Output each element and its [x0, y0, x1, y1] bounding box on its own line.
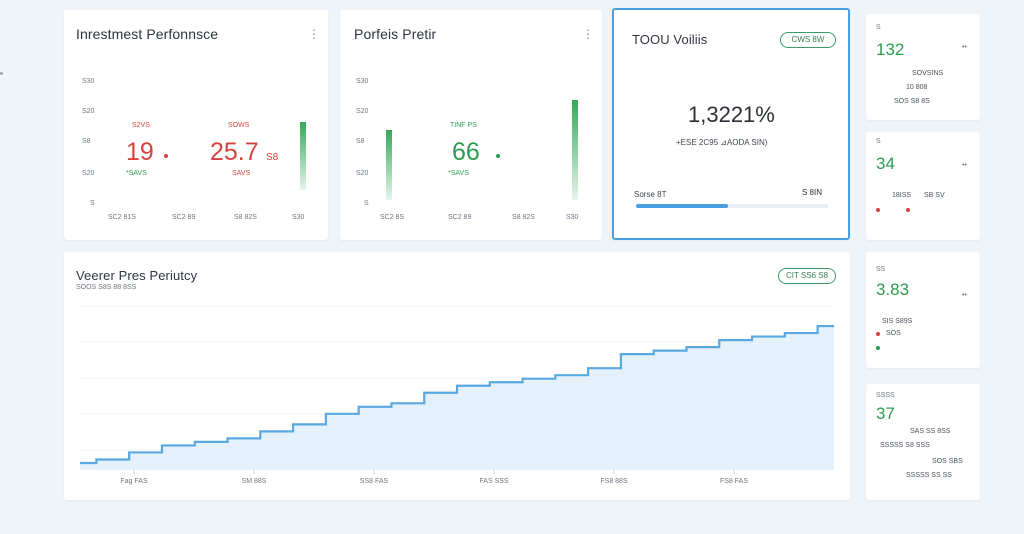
status-dot-icon [496, 154, 500, 158]
progress-label: Sorse 8T [634, 190, 667, 199]
side-tag: SS [876, 266, 886, 273]
total-value-card: TOOU Voiliis CWS 8W 1,3221% +ESE 2C95 ⊿A… [612, 8, 850, 240]
side-sub: SOS SBS [932, 458, 963, 465]
volume-bar [386, 130, 392, 200]
area-chart: Fag FAS SM 88S SS8 FAS FAS SSS FS8 88S FS8 FA… [80, 305, 834, 485]
side-sub: 10 808 [906, 84, 928, 91]
metric-suffix: S8 [266, 152, 279, 163]
status-dot-icon [876, 346, 880, 350]
side-value: 3.83 [876, 280, 910, 299]
x-tick: SC2 89 [448, 214, 472, 221]
side-sub: SB SV [924, 192, 945, 199]
card-title: TOOU Voiliis [632, 32, 708, 47]
metric-label: SOWS [228, 122, 250, 129]
more-menu-icon[interactable]: ⋮ [308, 27, 320, 41]
metric-value: 25.7 [210, 138, 259, 166]
more-menu-icon[interactable]: ⋮ [582, 27, 594, 41]
metric-value: 19 [126, 138, 154, 166]
card-title: Porfeis Pretir [354, 26, 437, 42]
y-tick: S8 [356, 138, 365, 145]
metric-sub: *SAVS [126, 170, 147, 177]
side-card: S 132 •• SOVSINS 10 808 SOS S8 8S [866, 14, 980, 120]
x-tick: S8 82S [234, 214, 257, 221]
side-icon: •• [962, 162, 967, 169]
metric-label: S2VS [132, 122, 150, 129]
card-title: Inrestmest Perfonnsce [76, 26, 219, 42]
portfolio-chart-card: Veerer Pres Periutcy SOOS S8S 88 8SS CIT… [64, 252, 850, 500]
chart-title: Veerer Pres Periutcy [76, 268, 198, 283]
edge-marker [0, 72, 3, 75]
volume-bar [300, 122, 306, 190]
x-tick-label: FS8 88S [600, 478, 628, 485]
x-tick: SC2 81S [108, 214, 137, 221]
range-toggle-button[interactable]: CIT SS6 S8 [778, 268, 836, 284]
y-tick: S8 [82, 138, 91, 145]
side-value: 34 [876, 154, 895, 173]
investment-performance-card: Inrestmest Perfonnsce ⋮ S30 S20 S8 S20 S… [64, 10, 328, 240]
side-value: 37 [876, 404, 895, 423]
y-tick: S30 [356, 78, 369, 85]
metric-value: 66 [452, 138, 480, 166]
status-dot-icon [876, 332, 880, 336]
side-sub: SIS S89S [882, 318, 913, 325]
x-tick-label: FS8 FAS [720, 478, 748, 485]
x-tick-label: SM 88S [242, 478, 267, 485]
side-sub: SOVSINS [912, 70, 944, 77]
side-sub: SOS S8 8S [894, 98, 930, 105]
y-tick: S20 [82, 170, 95, 177]
metric-sub: SAVS [232, 170, 251, 177]
y-tick: S [90, 200, 95, 207]
x-tick-label: Fag FAS [120, 478, 148, 485]
side-value: 132 [876, 40, 905, 59]
x-tick-label: SS8 FAS [360, 478, 389, 485]
status-dot-icon [164, 154, 168, 158]
status-dot-icon [876, 208, 880, 212]
x-tick: S30 [292, 214, 305, 221]
x-tick-label: FAS SSS [479, 478, 509, 485]
y-tick: S [364, 200, 369, 207]
side-sub: SOS [886, 330, 901, 337]
progress-fill [636, 204, 729, 208]
area-line [80, 324, 834, 465]
volume-bar [572, 100, 578, 200]
x-tick: SC2 8S [380, 214, 405, 221]
total-sub: +ESE 2C95 ⊿AODA SIN) [676, 138, 768, 147]
side-card: S 34 •• 18ISS SB SV [866, 132, 980, 240]
x-tick: S8 82S [512, 214, 535, 221]
area-fill [80, 326, 834, 470]
portfolio-card: Porfeis Pretir ⋮ S30 S20 S8 S20 S TINF P… [340, 10, 602, 240]
side-tag: SSSS [876, 392, 895, 399]
status-dot-icon [906, 208, 910, 212]
side-icon: •• [962, 292, 967, 299]
side-sub: 18ISS [892, 192, 912, 199]
side-sub: SSSSS SS SS [906, 472, 952, 479]
progress-track [636, 204, 828, 208]
side-card: SSSS 37 SAS SS 8SS SSSSS S8 SSS SOS SBS … [866, 384, 980, 500]
side-icon: •• [962, 44, 967, 51]
total-value: 1,3221% [688, 102, 775, 127]
chart-subtitle: SOOS S8S 88 8SS [76, 284, 137, 291]
y-tick: S20 [82, 108, 95, 115]
side-card: SS 3.83 •• SIS S89S SOS [866, 252, 980, 368]
y-tick: S20 [356, 108, 369, 115]
y-tick: S20 [356, 170, 369, 177]
progress-value: S 8IN [802, 188, 823, 197]
metric-sub: *SAVS [448, 170, 469, 177]
side-sub: SAS SS 8SS [910, 428, 951, 435]
side-tag: S [876, 24, 881, 31]
x-tick: S30 [566, 214, 579, 221]
side-tag: S [876, 138, 881, 145]
x-tick: SC2 89 [172, 214, 196, 221]
x-ticks: Fag FAS SM 88S SS8 FAS FAS SSS FS8 88S FS8 FA… [120, 470, 748, 485]
period-toggle-button[interactable]: CWS 8W [780, 32, 836, 48]
metric-label: TINF PS [450, 122, 477, 129]
side-sub: SSSSS S8 SSS [880, 442, 930, 449]
y-tick: S30 [82, 78, 95, 85]
